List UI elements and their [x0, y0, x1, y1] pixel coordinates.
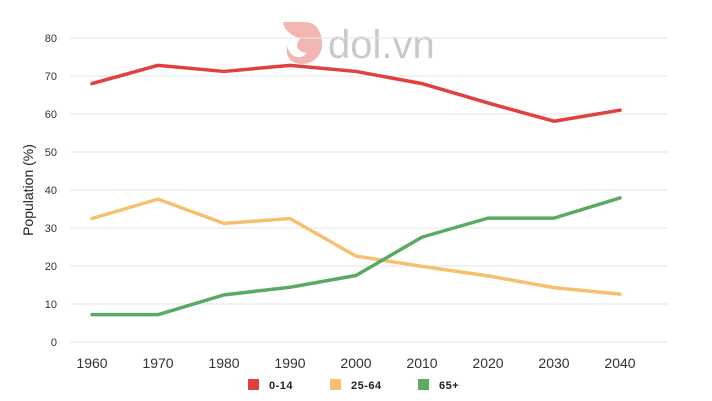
y-tick-label: 30 [45, 223, 57, 235]
y-tick-label: 10 [45, 299, 57, 311]
x-tick-label: 1970 [142, 355, 173, 371]
y-tick-label: 80 [45, 33, 57, 45]
x-tick-label: 2030 [538, 355, 569, 371]
x-tick-label: 1990 [274, 355, 305, 371]
series-line-1 [90, 63, 622, 123]
grid [70, 37, 668, 343]
y-tick-label: 20 [45, 261, 57, 273]
x-tick-label: 2020 [472, 355, 503, 371]
watermark: dol.vn [283, 22, 435, 67]
series-line-3 [90, 196, 622, 317]
legend-swatch [248, 379, 259, 390]
legend-item: 65+ [418, 379, 459, 392]
dol-logo-icon [283, 22, 322, 64]
y-tick-label: 60 [45, 109, 57, 121]
y-tick-label: 70 [45, 71, 57, 83]
x-tick-label: 2010 [406, 355, 437, 371]
series-lines [90, 63, 622, 317]
y-tick-label: 40 [45, 185, 57, 197]
x-tick-labels: 1960 1970 1980 1990 2000 2010 2020 2030 2040 [76, 355, 635, 371]
legend-item: 0-14 [248, 379, 293, 392]
y-tick-label: 0 [51, 337, 57, 349]
x-tick-label: 1980 [208, 355, 239, 371]
watermark-text: dol.vn [328, 23, 435, 67]
legend-label: 25-64 [351, 380, 382, 392]
legend-swatch [330, 379, 341, 390]
x-tick-label: 2040 [604, 355, 635, 371]
series-line-2 [90, 197, 622, 296]
legend-swatch [418, 379, 429, 390]
x-tick-label: 2000 [340, 355, 371, 371]
y-axis-title: Population (%) [20, 144, 36, 236]
y-tick-labels: 0 10 20 30 40 50 60 70 80 [45, 33, 57, 349]
x-tick-label: 1960 [76, 355, 107, 371]
legend-label: 65+ [439, 380, 459, 392]
legend-item: 25-64 [330, 379, 382, 392]
legend-label: 0-14 [269, 380, 293, 392]
y-tick-label: 50 [45, 147, 57, 159]
legend: 0-14 25-64 65+ [248, 379, 459, 392]
